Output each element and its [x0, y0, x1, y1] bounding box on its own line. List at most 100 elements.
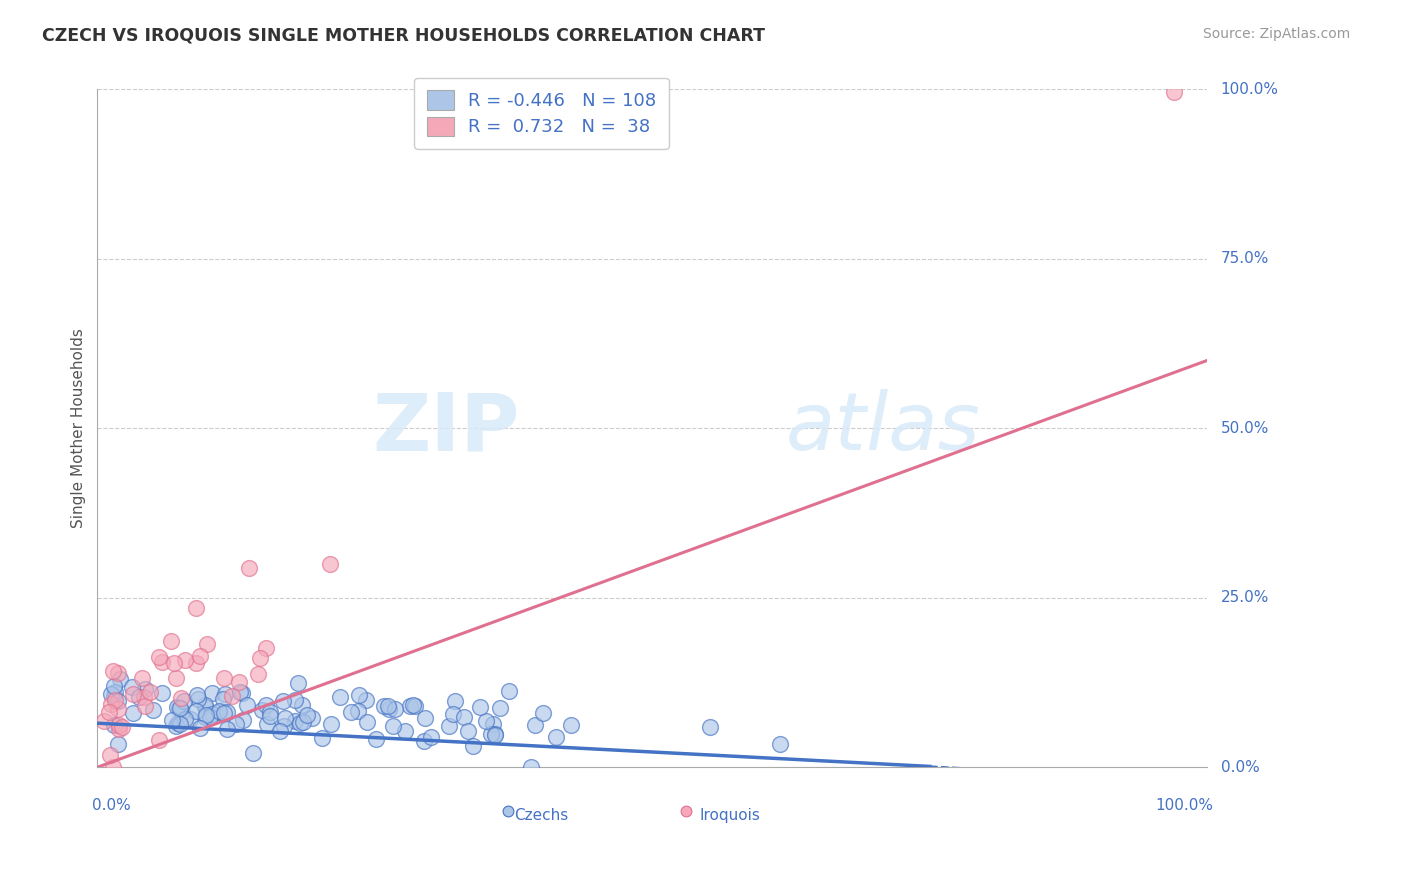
Point — [186, 688, 208, 702]
Point — [111, 720, 134, 734]
Point — [188, 722, 211, 736]
Point — [259, 709, 281, 723]
Point — [481, 716, 503, 731]
Point — [311, 731, 333, 745]
Point — [212, 672, 235, 686]
Point — [148, 733, 170, 747]
Point — [329, 690, 352, 704]
Point — [173, 653, 195, 667]
Point — [201, 686, 224, 700]
Point — [254, 698, 277, 713]
Point — [457, 723, 479, 738]
Point — [364, 731, 387, 746]
Point — [134, 681, 156, 696]
Point — [399, 699, 422, 714]
Point — [212, 706, 235, 720]
Y-axis label: Single Mother Households: Single Mother Households — [72, 328, 86, 528]
Point — [377, 699, 399, 714]
Text: Source: ZipAtlas.com: Source: ZipAtlas.com — [1202, 27, 1350, 41]
Point — [231, 686, 253, 700]
Point — [104, 693, 127, 707]
Point — [128, 690, 150, 705]
Point — [172, 705, 194, 719]
Point — [221, 690, 243, 704]
Point — [107, 701, 129, 715]
Point — [284, 714, 307, 729]
Point — [273, 719, 295, 733]
Point — [319, 557, 342, 571]
Point — [484, 728, 506, 742]
Point — [675, 805, 697, 819]
Point — [174, 712, 197, 726]
Text: 100.0%: 100.0% — [1220, 81, 1279, 96]
Point — [252, 703, 274, 717]
Point — [142, 703, 165, 717]
Point — [121, 706, 143, 720]
Point — [249, 650, 271, 665]
Point — [291, 698, 314, 712]
Point — [107, 693, 129, 707]
Point — [228, 675, 250, 690]
Point — [100, 687, 122, 701]
Point — [188, 648, 211, 663]
Point — [354, 692, 377, 706]
Point — [107, 666, 129, 681]
Point — [194, 699, 217, 714]
Point — [121, 680, 143, 694]
Point — [211, 692, 233, 706]
Point — [236, 698, 259, 713]
Text: 75.0%: 75.0% — [1220, 251, 1270, 266]
Point — [319, 716, 342, 731]
Point — [242, 746, 264, 760]
Point — [134, 699, 156, 714]
Point — [148, 649, 170, 664]
Point — [254, 640, 277, 655]
Point — [98, 747, 121, 762]
Point — [346, 704, 368, 718]
Point — [273, 694, 295, 708]
Point — [122, 687, 145, 701]
Point — [384, 702, 406, 716]
Point — [214, 687, 236, 701]
Point — [195, 707, 218, 722]
Text: 50.0%: 50.0% — [1220, 421, 1270, 435]
Point — [420, 731, 443, 745]
Point — [356, 715, 378, 730]
Point — [229, 685, 252, 699]
Point — [165, 719, 187, 733]
Point — [468, 700, 491, 714]
Point — [544, 730, 567, 744]
Point — [165, 671, 187, 685]
Text: CZECH VS IROQUOIS SINGLE MOTHER HOUSEHOLDS CORRELATION CHART: CZECH VS IROQUOIS SINGLE MOTHER HOUSEHOL… — [42, 27, 765, 45]
Point — [193, 698, 215, 712]
Text: Iroquois: Iroquois — [700, 808, 761, 823]
Point — [201, 706, 224, 721]
Text: 25.0%: 25.0% — [1220, 591, 1270, 605]
Point — [167, 700, 190, 714]
Point — [441, 706, 464, 721]
Point — [162, 656, 184, 670]
Point — [186, 692, 208, 706]
Point — [173, 694, 195, 708]
Point — [769, 737, 792, 751]
Point — [498, 683, 520, 698]
Point — [166, 700, 188, 714]
Point — [489, 700, 512, 714]
Point — [347, 688, 370, 702]
Point — [160, 714, 183, 728]
Point — [107, 737, 129, 751]
Point — [453, 709, 475, 723]
Point — [437, 719, 460, 733]
Point — [131, 671, 153, 685]
Point — [208, 704, 231, 718]
Point — [97, 706, 120, 720]
Point — [169, 701, 191, 715]
Point — [259, 706, 281, 720]
Point — [132, 690, 155, 704]
Point — [215, 705, 238, 719]
Point — [479, 726, 502, 740]
Point — [402, 698, 425, 712]
Point — [560, 718, 582, 732]
Point — [108, 722, 131, 736]
Point — [100, 698, 122, 712]
